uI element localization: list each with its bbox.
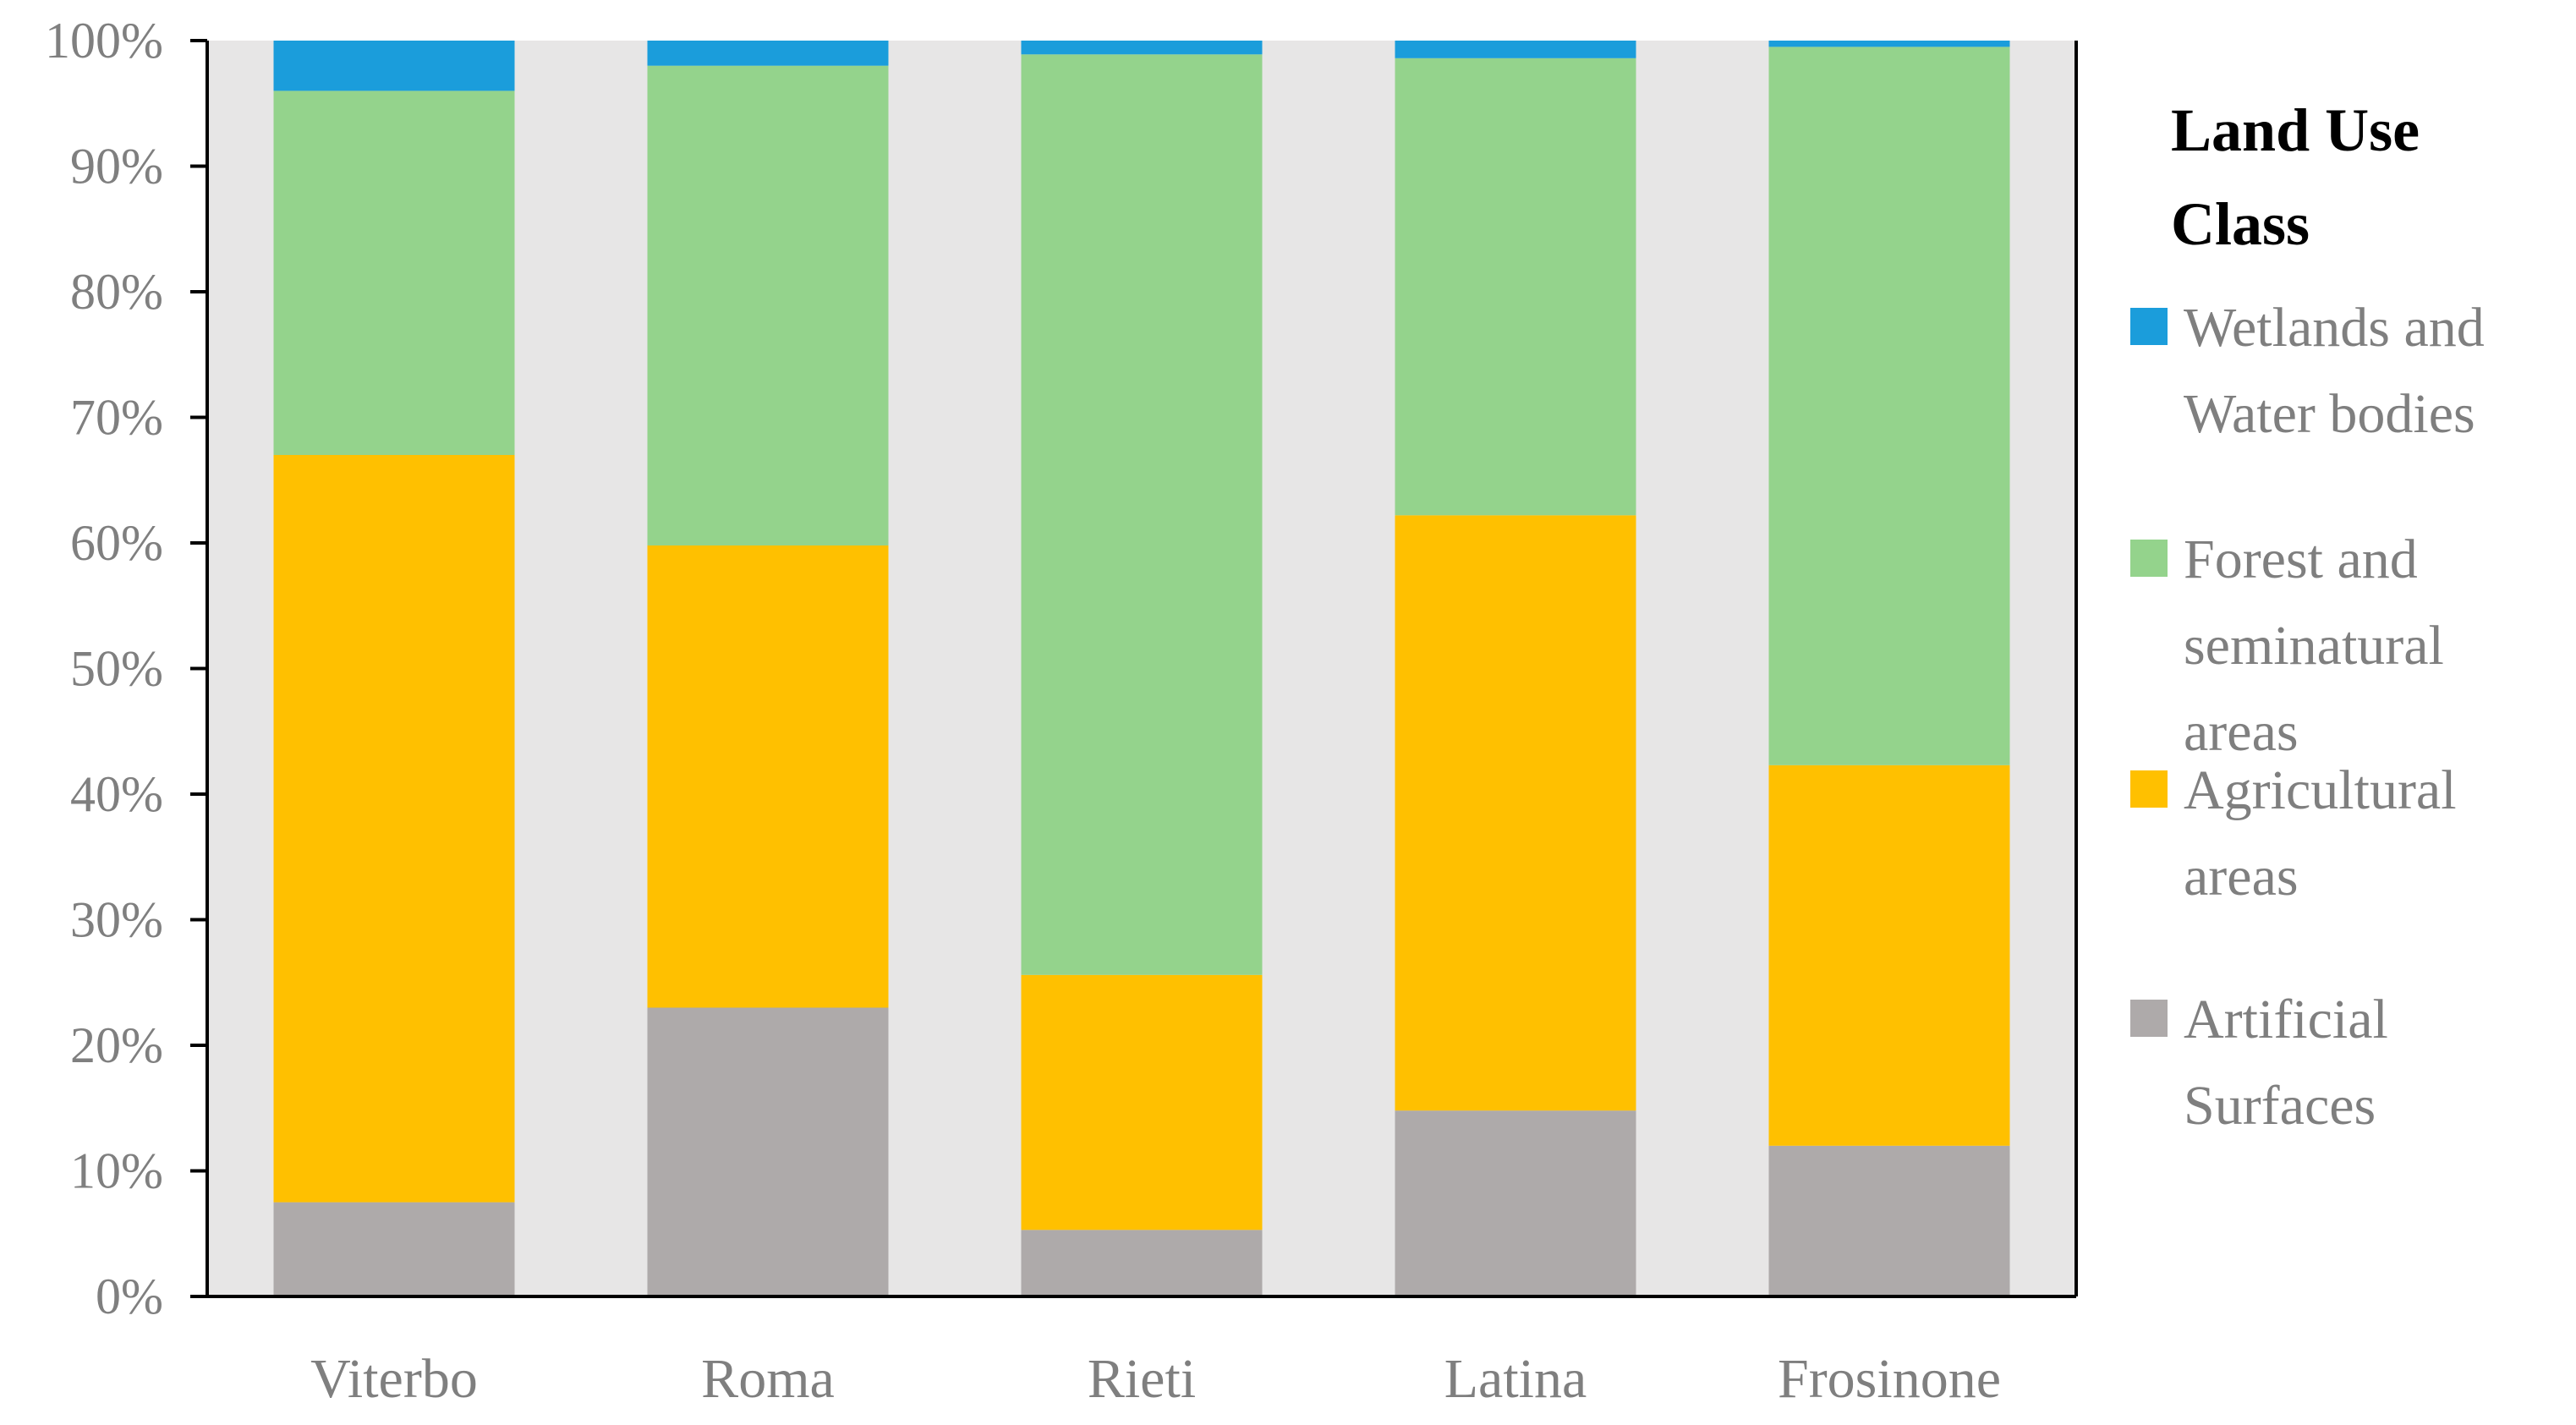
- x-tick-label: Viterbo: [310, 1348, 478, 1410]
- y-tick-label: 70%: [70, 390, 163, 446]
- legend-swatch: [2130, 1000, 2168, 1037]
- x-tick-label: Frosinone: [1778, 1348, 2001, 1410]
- bar-segment-roma-2: [647, 65, 889, 545]
- bar-segment-latina-1: [1395, 515, 1636, 1111]
- legend-label: Agricultural: [2184, 759, 2457, 821]
- y-tick-label: 60%: [70, 515, 163, 571]
- bar-segment-viterbo-3: [273, 41, 515, 91]
- y-tick-label: 40%: [70, 766, 163, 822]
- bar-segment-roma-3: [647, 41, 889, 66]
- bar-segment-viterbo-0: [273, 1202, 515, 1296]
- y-tick-label: 100%: [45, 13, 163, 69]
- y-tick-label: 10%: [70, 1143, 163, 1199]
- bar-segment-viterbo-1: [273, 455, 515, 1203]
- y-tick-label: 80%: [70, 264, 163, 320]
- x-tick-label: Roma: [701, 1348, 835, 1410]
- legend-title: Land Use: [2171, 96, 2420, 164]
- legend-swatch: [2130, 540, 2168, 577]
- y-tick-label: 90%: [70, 139, 163, 195]
- bar-segment-latina-0: [1395, 1110, 1636, 1296]
- x-tick-label: Latina: [1444, 1348, 1587, 1410]
- legend-label: Artificial: [2184, 989, 2388, 1050]
- legend-label: Water bodies: [2184, 383, 2475, 445]
- legend-swatch: [2130, 770, 2168, 808]
- y-tick-label: 50%: [70, 641, 163, 697]
- bar-segment-rieti-3: [1021, 41, 1263, 55]
- legend-label: Wetlands and: [2184, 297, 2485, 359]
- legend-label: areas: [2184, 846, 2299, 907]
- legend-swatch: [2130, 308, 2168, 345]
- bar-segment-latina-2: [1395, 58, 1636, 516]
- x-tick-label: Rieti: [1088, 1348, 1196, 1410]
- bar-segment-frosinone-0: [1768, 1145, 2010, 1296]
- bar-segment-frosinone-3: [1768, 41, 2010, 47]
- bars-group: [273, 41, 2010, 1296]
- bar-segment-rieti-2: [1021, 54, 1263, 975]
- y-tick-label: 30%: [70, 892, 163, 948]
- bar-segment-roma-0: [647, 1007, 889, 1296]
- legend-title: Class: [2171, 190, 2310, 258]
- legend-label: Surfaces: [2184, 1075, 2376, 1137]
- bar-segment-rieti-1: [1021, 974, 1263, 1230]
- bar-segment-rieti-0: [1021, 1230, 1263, 1296]
- legend-label: areas: [2184, 701, 2299, 763]
- bar-segment-frosinone-2: [1768, 47, 2010, 765]
- axes-group: 0% 10% 20% 30% 40% 50% 60% 70% 80% 90% 100% Viterbo…: [45, 13, 2078, 1410]
- bar-segment-latina-3: [1395, 41, 1636, 58]
- y-tick-label: 20%: [70, 1017, 163, 1073]
- legend-label: Forest and: [2184, 529, 2418, 590]
- bar-segment-viterbo-2: [273, 90, 515, 456]
- y-tick-label: 0%: [96, 1269, 163, 1324]
- bar-segment-frosinone-1: [1768, 765, 2010, 1146]
- bar-segment-roma-1: [647, 545, 889, 1008]
- legend-label: seminatural: [2184, 615, 2444, 677]
- legend: Land Use Class Wetlands and Water bodies For…: [2130, 96, 2485, 1137]
